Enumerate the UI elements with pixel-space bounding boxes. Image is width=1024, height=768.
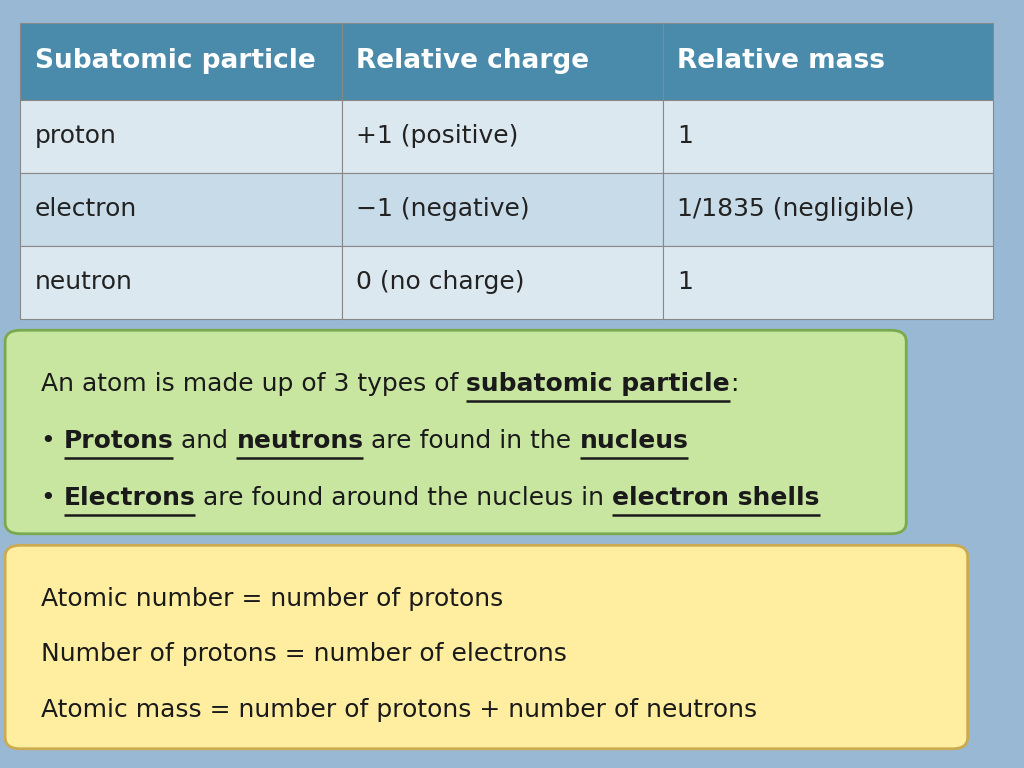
FancyBboxPatch shape: [342, 173, 663, 246]
Text: neutrons: neutrons: [237, 429, 364, 453]
FancyBboxPatch shape: [663, 246, 993, 319]
Text: :: :: [730, 372, 738, 396]
Text: Atomic number = number of protons: Atomic number = number of protons: [41, 587, 503, 611]
Text: Atomic mass = number of protons + number of neutrons: Atomic mass = number of protons + number…: [41, 697, 757, 722]
FancyBboxPatch shape: [663, 100, 993, 173]
Text: 1/1835 (negligible): 1/1835 (negligible): [677, 197, 914, 221]
Text: and: and: [173, 429, 237, 453]
Text: •: •: [41, 429, 63, 453]
FancyBboxPatch shape: [342, 23, 663, 100]
Text: proton: proton: [35, 124, 117, 148]
Text: Electrons: Electrons: [63, 485, 196, 510]
FancyBboxPatch shape: [5, 330, 906, 534]
Text: Number of protons = number of electrons: Number of protons = number of electrons: [41, 642, 567, 667]
FancyBboxPatch shape: [663, 23, 993, 100]
FancyBboxPatch shape: [20, 23, 342, 100]
Text: Subatomic particle: Subatomic particle: [35, 48, 315, 74]
Text: subatomic particle: subatomic particle: [466, 372, 730, 396]
Text: electron: electron: [35, 197, 137, 221]
FancyBboxPatch shape: [342, 100, 663, 173]
Text: 0 (no charge): 0 (no charge): [356, 270, 524, 294]
FancyBboxPatch shape: [342, 246, 663, 319]
FancyBboxPatch shape: [20, 246, 342, 319]
Text: are found around the nucleus in: are found around the nucleus in: [196, 485, 612, 510]
Text: electron shells: electron shells: [612, 485, 820, 510]
Text: •: •: [41, 485, 63, 510]
Text: Relative charge: Relative charge: [356, 48, 589, 74]
Text: neutron: neutron: [35, 270, 133, 294]
Text: are found in the: are found in the: [364, 429, 580, 453]
Text: 1: 1: [677, 270, 693, 294]
FancyBboxPatch shape: [20, 100, 342, 173]
Text: nucleus: nucleus: [580, 429, 688, 453]
Text: −1 (negative): −1 (negative): [356, 197, 529, 221]
Text: Relative mass: Relative mass: [677, 48, 885, 74]
Text: An atom is made up of 3 types of: An atom is made up of 3 types of: [41, 372, 466, 396]
Text: 1: 1: [677, 124, 693, 148]
FancyBboxPatch shape: [663, 173, 993, 246]
FancyBboxPatch shape: [5, 545, 968, 749]
Text: Protons: Protons: [63, 429, 173, 453]
Text: +1 (positive): +1 (positive): [356, 124, 518, 148]
FancyBboxPatch shape: [20, 173, 342, 246]
